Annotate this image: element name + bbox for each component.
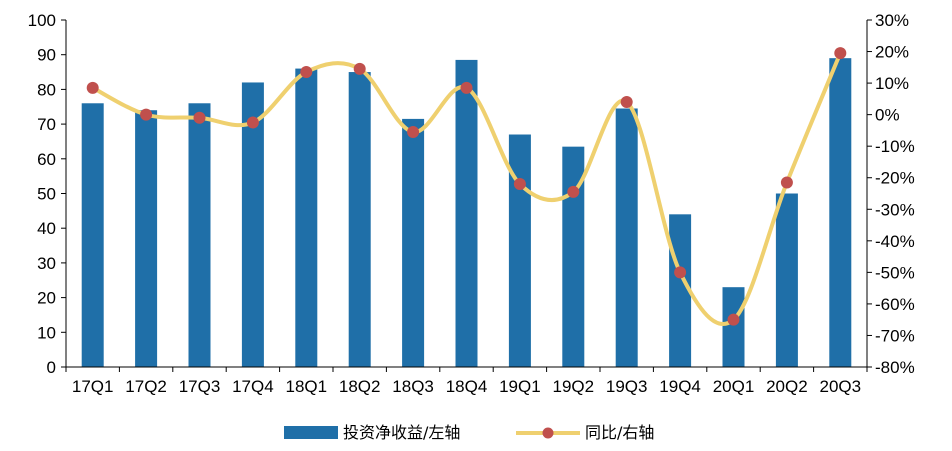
yoy-point <box>727 313 740 326</box>
axes <box>65 20 868 372</box>
yoy-point <box>246 116 259 129</box>
left-tick-label: 50 <box>37 185 56 204</box>
yoy-point <box>513 178 526 191</box>
right-tick-label: 10% <box>875 74 909 93</box>
bar <box>241 82 264 368</box>
right-tick-label: -40% <box>875 232 915 251</box>
right-tick-label: 0% <box>875 106 900 125</box>
x-tick-label: 19Q3 <box>606 377 648 396</box>
x-tick-label: 17Q2 <box>125 377 167 396</box>
right-tick-label: -20% <box>875 169 915 188</box>
yoy-point <box>620 96 633 109</box>
bar <box>722 287 745 367</box>
legend-bar-label: 投资净收益/左轴 <box>343 423 460 442</box>
bar <box>188 103 211 367</box>
yoy-point <box>300 66 313 79</box>
x-tick-label: 19Q2 <box>553 377 595 396</box>
right-tick-label: -60% <box>875 295 915 314</box>
left-tick-label: 0 <box>47 358 56 377</box>
legend-line-marker <box>542 427 554 439</box>
right-tick-label: -70% <box>875 326 915 345</box>
left-tick-label: 100 <box>28 11 56 30</box>
x-tick-label: 17Q4 <box>232 377 274 396</box>
right-tick-label: 30% <box>875 11 909 30</box>
left-tick-label: 20 <box>37 289 56 308</box>
bar <box>81 103 104 367</box>
left-tick-label: 90 <box>37 46 56 65</box>
x-tick-label: 18Q2 <box>339 377 381 396</box>
right-tick-label: -10% <box>875 137 915 156</box>
yoy-point <box>780 176 793 189</box>
yoy-point <box>460 81 473 94</box>
bar <box>455 59 478 367</box>
x-tick-label: 19Q4 <box>659 377 701 396</box>
bar <box>615 108 638 368</box>
right-tick-label: -80% <box>875 358 915 377</box>
left-tick-label: 40 <box>37 219 56 238</box>
left-tick-label: 30 <box>37 254 56 273</box>
line-series <box>86 47 847 326</box>
legend-line-label: 同比/右轴 <box>585 423 654 442</box>
bar <box>295 68 318 367</box>
left-tick-label: 80 <box>37 80 56 99</box>
bar <box>775 193 798 367</box>
x-tick-label: 17Q3 <box>179 377 221 396</box>
bar <box>829 58 852 368</box>
bar <box>562 146 585 367</box>
legend: 投资净收益/左轴 同比/右轴 <box>284 423 654 442</box>
x-tick-label: 18Q3 <box>392 377 434 396</box>
right-axis: -80% -70% -60% -50% -40% -30% -20% -10% 0% 10% 20%… <box>867 11 915 377</box>
left-tick-label: 10 <box>37 323 56 342</box>
x-tick-label: 20Q3 <box>820 377 862 396</box>
yoy-point <box>193 111 206 124</box>
legend-bar-swatch <box>284 426 338 439</box>
left-axis: 0 10 20 30 40 50 60 70 80 90 100 <box>28 11 66 377</box>
left-tick-label: 60 <box>37 150 56 169</box>
yoy-point <box>353 62 366 75</box>
right-tick-label: -50% <box>875 263 915 282</box>
bar-series <box>81 58 852 368</box>
x-tick-label: 20Q2 <box>766 377 808 396</box>
bar <box>348 72 371 368</box>
yoy-point <box>674 266 687 279</box>
right-tick-label: -30% <box>875 200 915 219</box>
x-tick-label: 18Q1 <box>286 377 328 396</box>
yoy-point <box>834 47 847 60</box>
yoy-point <box>140 108 153 121</box>
right-tick-label: 20% <box>875 43 909 62</box>
yoy-point <box>567 185 580 198</box>
bar <box>135 110 158 367</box>
bar <box>402 118 425 368</box>
x-tick-label: 17Q1 <box>72 377 114 396</box>
bar <box>508 134 531 367</box>
x-tick-label: 18Q4 <box>446 377 488 396</box>
x-tick-label: 20Q1 <box>713 377 755 396</box>
left-tick-label: 70 <box>37 115 56 134</box>
x-axis-labels: 17Q1 17Q2 17Q3 17Q4 18Q1 18Q2 18Q3 18Q4 19Q1 19Q2… <box>72 377 861 396</box>
yoy-point <box>407 125 420 138</box>
x-tick-label: 19Q1 <box>499 377 541 396</box>
yoy-point <box>86 81 99 94</box>
